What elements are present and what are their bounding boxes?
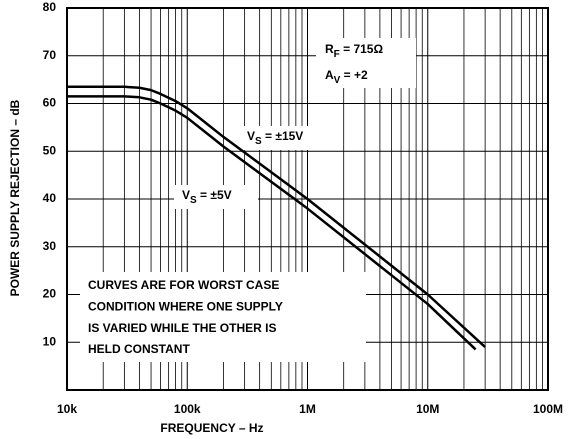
label-background bbox=[80, 272, 366, 362]
x-tick-label: 10M bbox=[416, 402, 439, 416]
annotation: VS = ±15V bbox=[247, 129, 303, 146]
annotation: AV = +2 bbox=[325, 68, 368, 85]
annotation-part: = 715Ω bbox=[340, 42, 384, 56]
label-background bbox=[238, 126, 328, 150]
y-tick-label: 50 bbox=[43, 143, 57, 157]
annotation-part: S bbox=[255, 136, 262, 147]
y-tick-label: 10 bbox=[43, 334, 57, 348]
x-tick-label: 100M bbox=[533, 402, 563, 416]
y-tick-label: 30 bbox=[43, 239, 57, 253]
annotation-part: R bbox=[325, 42, 334, 56]
note-line: HELD CONSTANT bbox=[88, 342, 190, 356]
y-tick-label: 70 bbox=[43, 48, 57, 62]
annotation-part: A bbox=[325, 68, 334, 82]
annotation-part: V bbox=[334, 75, 341, 86]
note-line: CONDITION WHERE ONE SUPPLY bbox=[88, 299, 283, 313]
annotation: RF = 715Ω bbox=[325, 42, 383, 59]
x-tick-label: 10k bbox=[57, 402, 77, 416]
annotation-part: V bbox=[182, 188, 190, 202]
annotation-part: F bbox=[334, 49, 340, 60]
annotation-part: V bbox=[247, 129, 255, 143]
curve bbox=[67, 85, 486, 348]
x-tick-label: 1M bbox=[299, 402, 316, 416]
note-line: IS VARIED WHILE THE OTHER IS bbox=[88, 321, 276, 335]
annotation-part: = +2 bbox=[340, 68, 368, 82]
x-tick-label: 100k bbox=[174, 402, 201, 416]
x-axis-label: FREQUENCY – Hz bbox=[160, 421, 263, 435]
y-axis-label: POWER SUPPLY REJECTION – dB bbox=[8, 99, 22, 296]
annotation-part: S bbox=[190, 195, 197, 206]
annotation-part: = ±15V bbox=[262, 129, 304, 143]
y-tick-label: 60 bbox=[43, 96, 57, 110]
plot-frame bbox=[66, 7, 549, 391]
curve bbox=[67, 95, 477, 351]
note-line: CURVES ARE FOR WORST CASE bbox=[88, 278, 279, 292]
label-background bbox=[174, 185, 258, 209]
annotation-part: = ±5V bbox=[197, 188, 232, 202]
annotation: VS = ±5V bbox=[182, 188, 232, 205]
y-tick-label: 20 bbox=[43, 287, 57, 301]
y-tick-label: 80 bbox=[43, 0, 57, 14]
y-tick-label: 40 bbox=[43, 191, 57, 205]
label-background bbox=[316, 38, 416, 88]
